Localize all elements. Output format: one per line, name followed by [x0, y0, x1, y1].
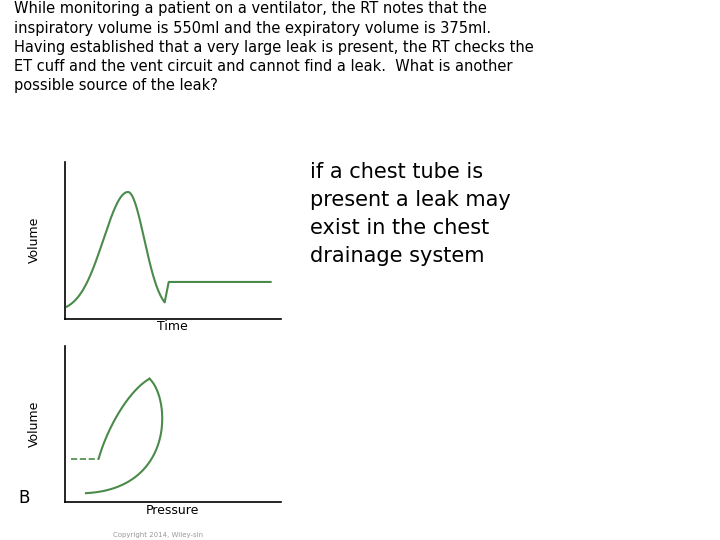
- Text: Copyright 2014, Wiley-sin: Copyright 2014, Wiley-sin: [113, 532, 204, 538]
- Text: if a chest tube is
present a leak may
exist in the chest
drainage system: if a chest tube is present a leak may ex…: [310, 162, 510, 266]
- X-axis label: Pressure: Pressure: [146, 504, 199, 517]
- Text: Volume: Volume: [28, 217, 41, 264]
- Text: While monitoring a patient on a ventilator, the RT notes that the
inspiratory vo: While monitoring a patient on a ventilat…: [14, 2, 534, 93]
- Text: Volume: Volume: [28, 401, 41, 447]
- X-axis label: Time: Time: [158, 320, 188, 333]
- Text: B: B: [18, 489, 30, 507]
